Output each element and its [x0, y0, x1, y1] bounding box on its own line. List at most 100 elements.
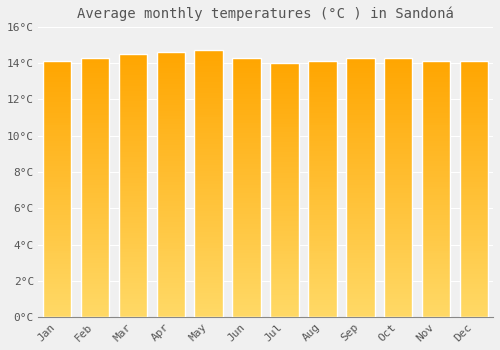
Bar: [81, 281, 109, 284]
Bar: [43, 218, 72, 220]
Bar: [346, 198, 374, 201]
Bar: [156, 312, 185, 315]
Bar: [81, 133, 109, 135]
Bar: [118, 188, 147, 191]
Bar: [118, 157, 147, 159]
Bar: [232, 211, 261, 213]
Bar: [232, 310, 261, 312]
Bar: [270, 183, 299, 185]
Bar: [118, 183, 147, 186]
Bar: [308, 312, 336, 315]
Bar: [194, 195, 223, 197]
Bar: [232, 263, 261, 266]
Bar: [384, 76, 412, 78]
Bar: [346, 312, 374, 315]
Bar: [384, 253, 412, 255]
Bar: [232, 164, 261, 167]
Bar: [43, 161, 72, 164]
Bar: [422, 102, 450, 105]
Bar: [118, 202, 147, 204]
Bar: [232, 118, 261, 120]
Bar: [270, 129, 299, 132]
Bar: [422, 271, 450, 274]
Bar: [43, 187, 72, 189]
Bar: [384, 120, 412, 122]
Bar: [308, 205, 336, 207]
Bar: [43, 307, 72, 310]
Bar: [81, 206, 109, 208]
Bar: [308, 138, 336, 141]
Bar: [422, 66, 450, 69]
Bar: [194, 181, 223, 184]
Bar: [422, 123, 450, 125]
Bar: [270, 175, 299, 177]
Bar: [422, 169, 450, 171]
Bar: [156, 55, 185, 57]
Bar: [308, 169, 336, 171]
Bar: [194, 245, 223, 248]
Bar: [422, 189, 450, 192]
Bar: [270, 101, 299, 104]
Bar: [232, 169, 261, 172]
Bar: [346, 156, 374, 159]
Bar: [81, 234, 109, 237]
Bar: [384, 68, 412, 71]
Bar: [384, 289, 412, 292]
Bar: [232, 297, 261, 299]
Bar: [194, 149, 223, 152]
Bar: [270, 282, 299, 285]
Bar: [156, 82, 185, 84]
Bar: [422, 131, 450, 133]
Bar: [156, 198, 185, 201]
Bar: [384, 304, 412, 307]
Bar: [270, 119, 299, 122]
Bar: [81, 128, 109, 131]
Bar: [43, 66, 72, 69]
Bar: [156, 246, 185, 248]
Bar: [194, 267, 223, 270]
Bar: [384, 78, 412, 81]
Bar: [194, 106, 223, 109]
Bar: [460, 172, 488, 174]
Bar: [81, 193, 109, 195]
Bar: [308, 315, 336, 317]
Bar: [270, 251, 299, 254]
Bar: [156, 172, 185, 174]
Bar: [460, 189, 488, 192]
Bar: [81, 266, 109, 268]
Bar: [194, 61, 223, 64]
Bar: [194, 270, 223, 272]
Bar: [384, 91, 412, 94]
Bar: [460, 64, 488, 66]
Bar: [308, 166, 336, 169]
Bar: [156, 87, 185, 89]
Bar: [43, 305, 72, 307]
Bar: [308, 77, 336, 79]
Bar: [118, 170, 147, 173]
Bar: [81, 146, 109, 149]
Bar: [118, 109, 147, 112]
Bar: [422, 238, 450, 241]
Bar: [460, 310, 488, 312]
Bar: [384, 99, 412, 102]
Bar: [118, 144, 147, 146]
Bar: [43, 253, 72, 256]
Bar: [308, 123, 336, 125]
Bar: [232, 239, 261, 242]
Bar: [118, 249, 147, 252]
Bar: [346, 284, 374, 286]
Bar: [232, 91, 261, 94]
Bar: [346, 138, 374, 141]
Bar: [308, 61, 336, 317]
Bar: [81, 156, 109, 159]
Bar: [232, 304, 261, 307]
Bar: [422, 77, 450, 79]
Bar: [384, 221, 412, 224]
Bar: [232, 78, 261, 81]
Bar: [194, 235, 223, 237]
Bar: [270, 96, 299, 99]
Bar: [346, 268, 374, 271]
Bar: [346, 188, 374, 190]
Bar: [384, 268, 412, 271]
Bar: [118, 186, 147, 188]
